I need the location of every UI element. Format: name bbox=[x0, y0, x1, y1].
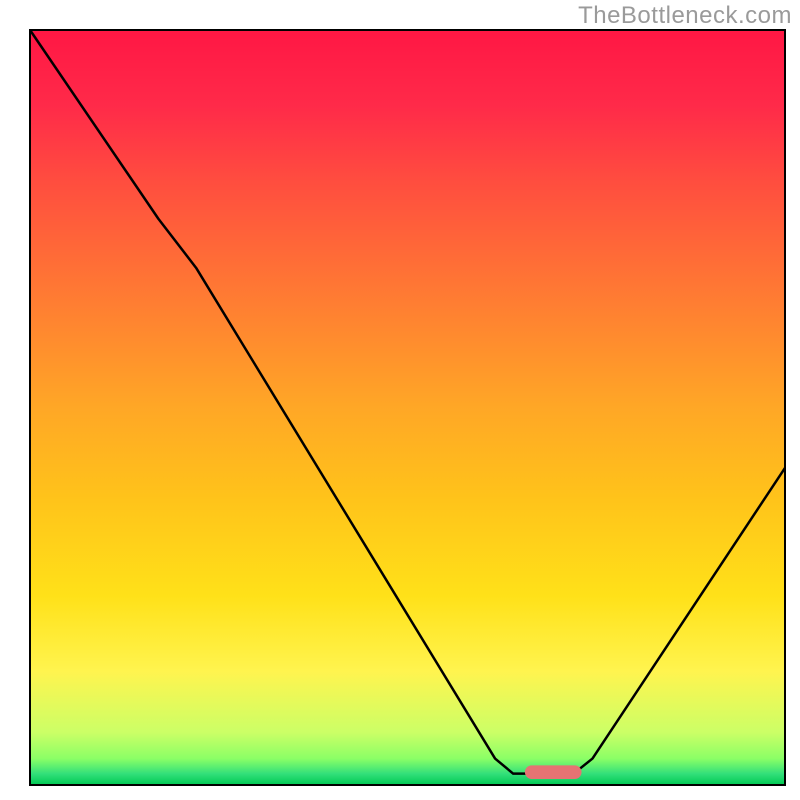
target-marker bbox=[525, 765, 582, 779]
gradient-background bbox=[30, 30, 785, 785]
chart-container: TheBottleneck.com bbox=[0, 0, 800, 800]
bottleneck-chart bbox=[0, 0, 800, 800]
watermark-text: TheBottleneck.com bbox=[578, 2, 792, 30]
